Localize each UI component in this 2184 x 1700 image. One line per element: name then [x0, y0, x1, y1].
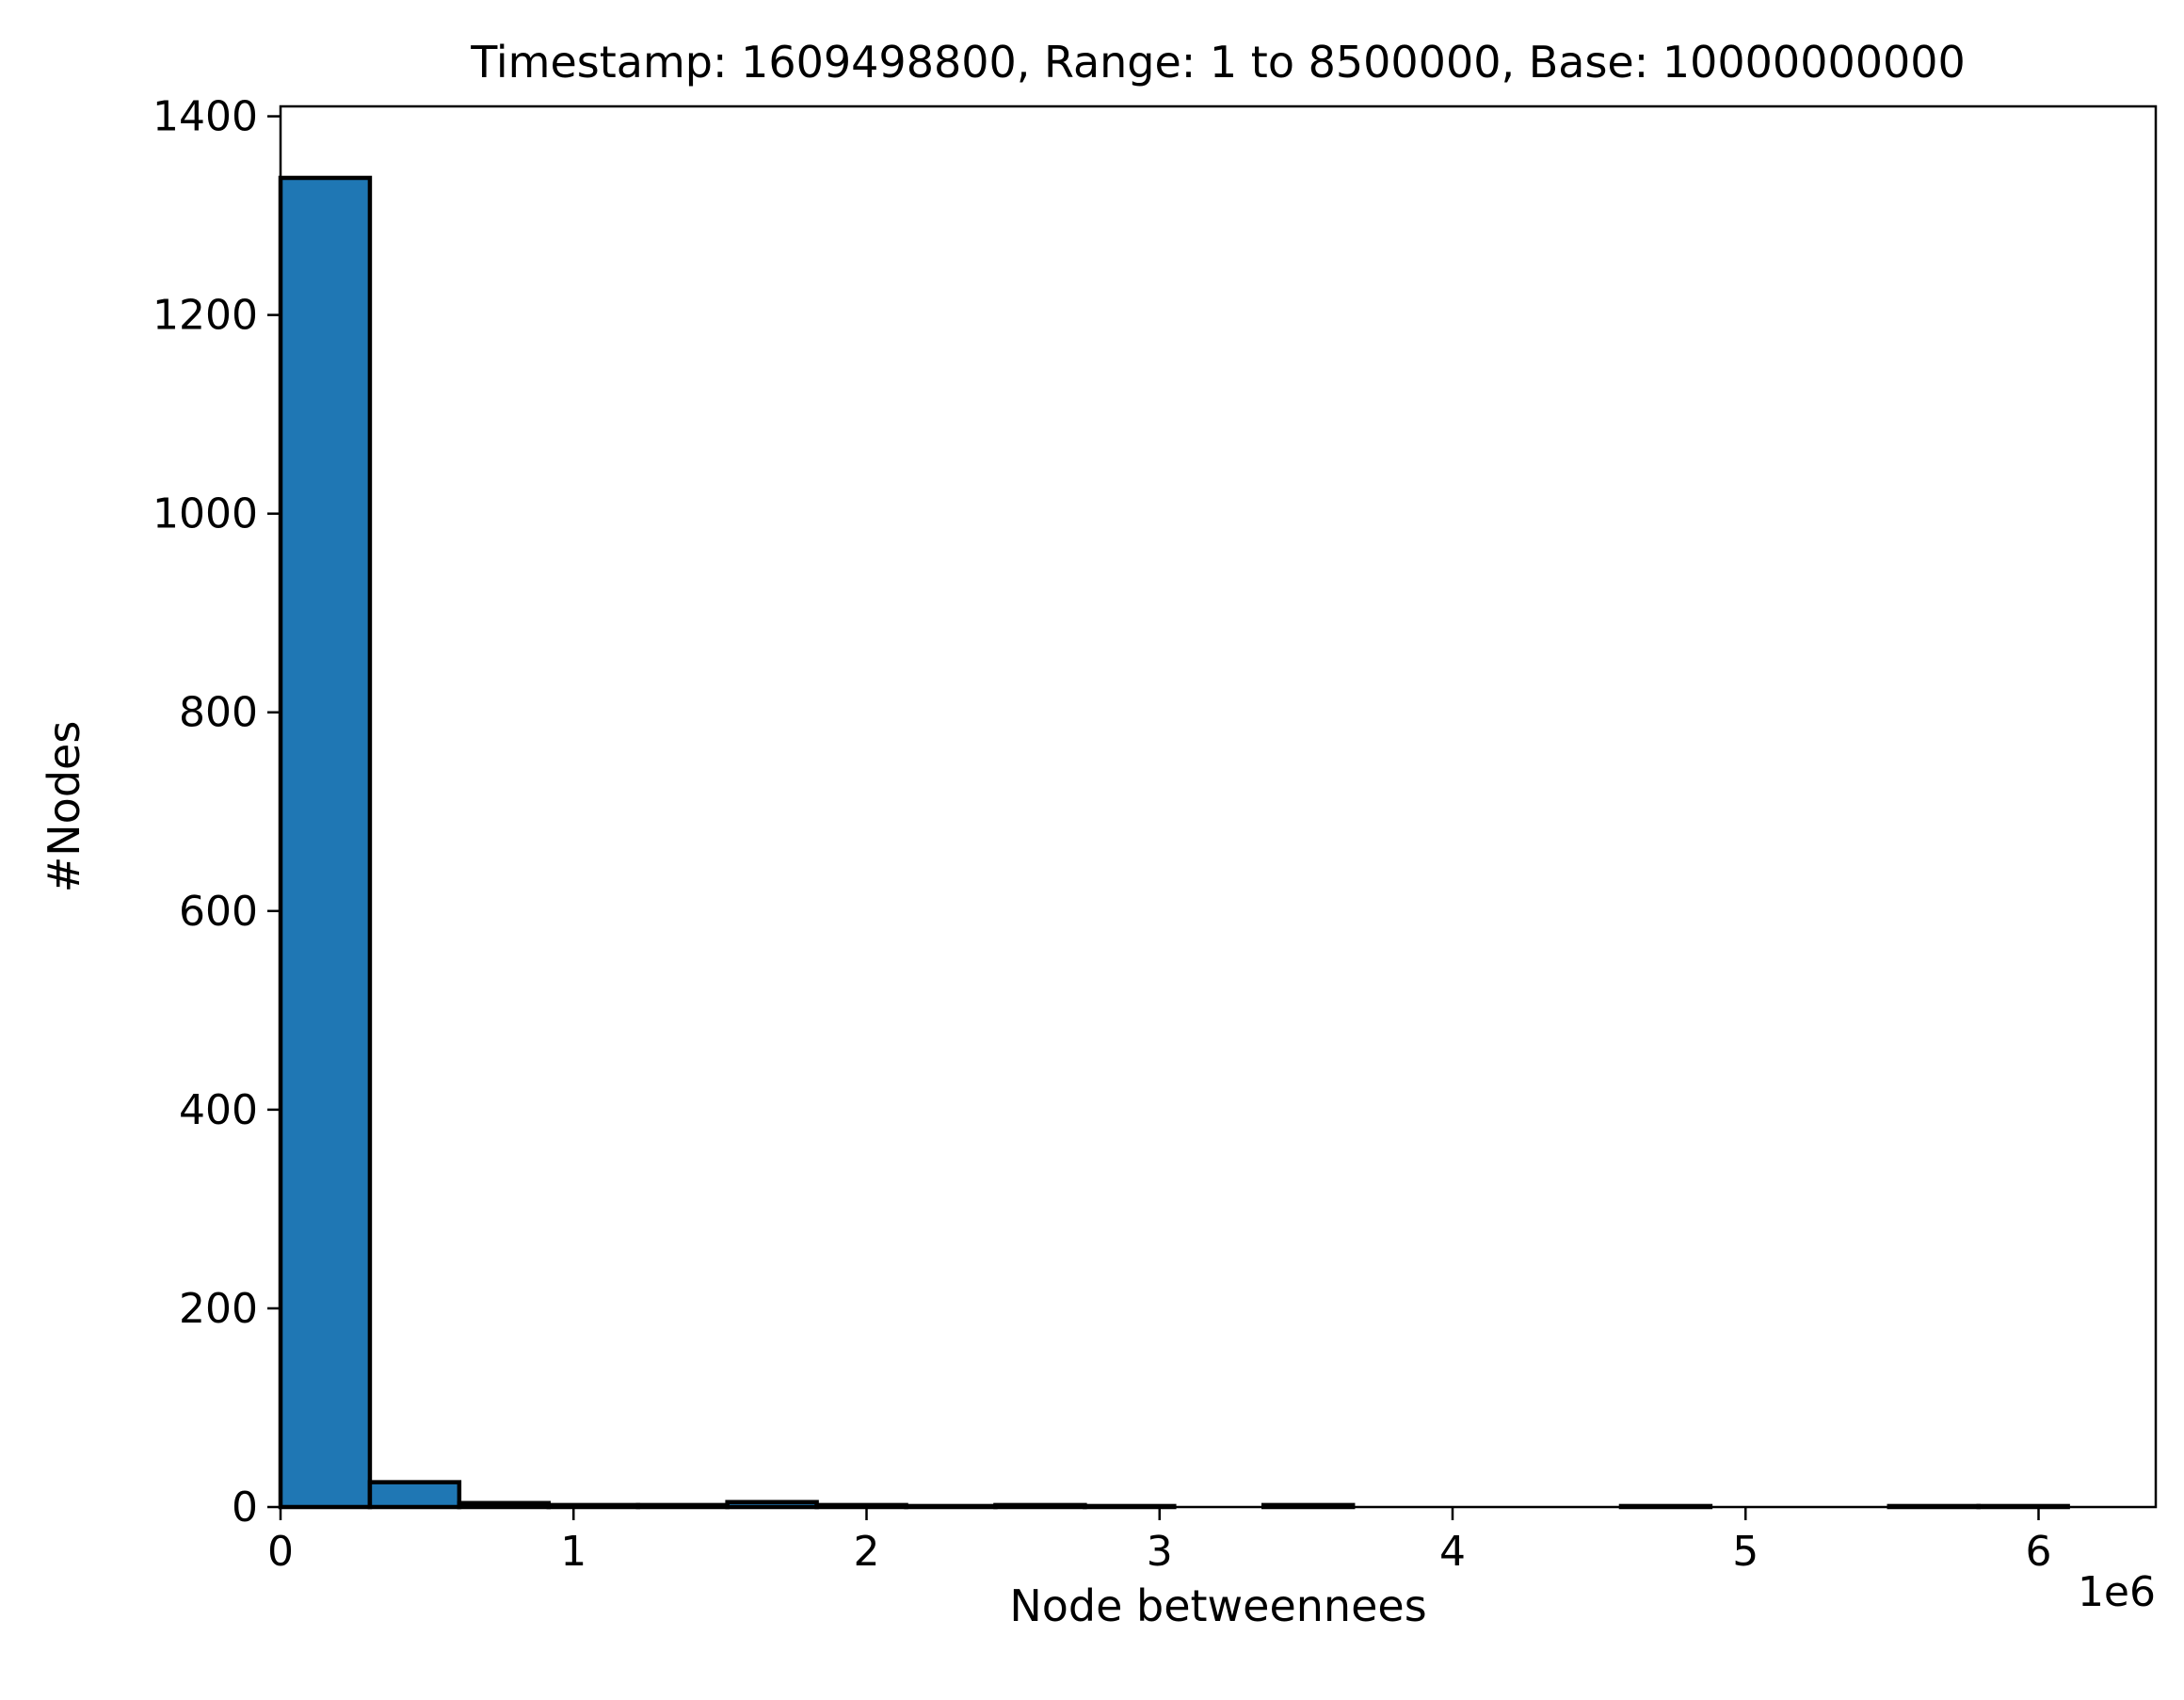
- y-tick-label: 1000: [153, 490, 258, 538]
- x-tick-label: 4: [1439, 1528, 1466, 1576]
- x-axis: 0 1 2 3 4 5 6: [267, 1507, 2052, 1576]
- y-tick-label: 1200: [153, 292, 258, 340]
- x-axis-label: Node betweennees: [1009, 1580, 1426, 1631]
- y-tick-label: 200: [179, 1285, 258, 1333]
- y-tick-label: 800: [179, 689, 258, 737]
- y-axis: 0 200 400 600 800 1000 1200 1400: [153, 93, 281, 1532]
- x-tick-label: 0: [267, 1528, 294, 1576]
- bars-group: [278, 175, 2070, 1510]
- y-tick-label: 600: [179, 888, 258, 936]
- x-tick-label: 1: [560, 1528, 586, 1576]
- y-axis-label: #Nodes: [39, 721, 89, 893]
- y-tick-label: 1400: [153, 93, 258, 141]
- x-tick-label: 6: [2026, 1528, 2052, 1576]
- plot-frame: [279, 104, 2158, 1509]
- x-tick-label: 2: [854, 1528, 880, 1576]
- histogram-bar-1: [278, 175, 373, 1510]
- y-tick-label: 0: [232, 1483, 258, 1532]
- histogram-bar-2: [367, 1480, 462, 1510]
- x-axis-offset-label: 1e6: [2078, 1568, 2156, 1616]
- chart-title: Timestamp: 1609498800, Range: 1 to 85000…: [470, 37, 1966, 88]
- x-tick-label: 3: [1147, 1528, 1173, 1576]
- y-tick-label: 400: [179, 1086, 258, 1134]
- x-tick-label: 5: [1732, 1528, 1758, 1576]
